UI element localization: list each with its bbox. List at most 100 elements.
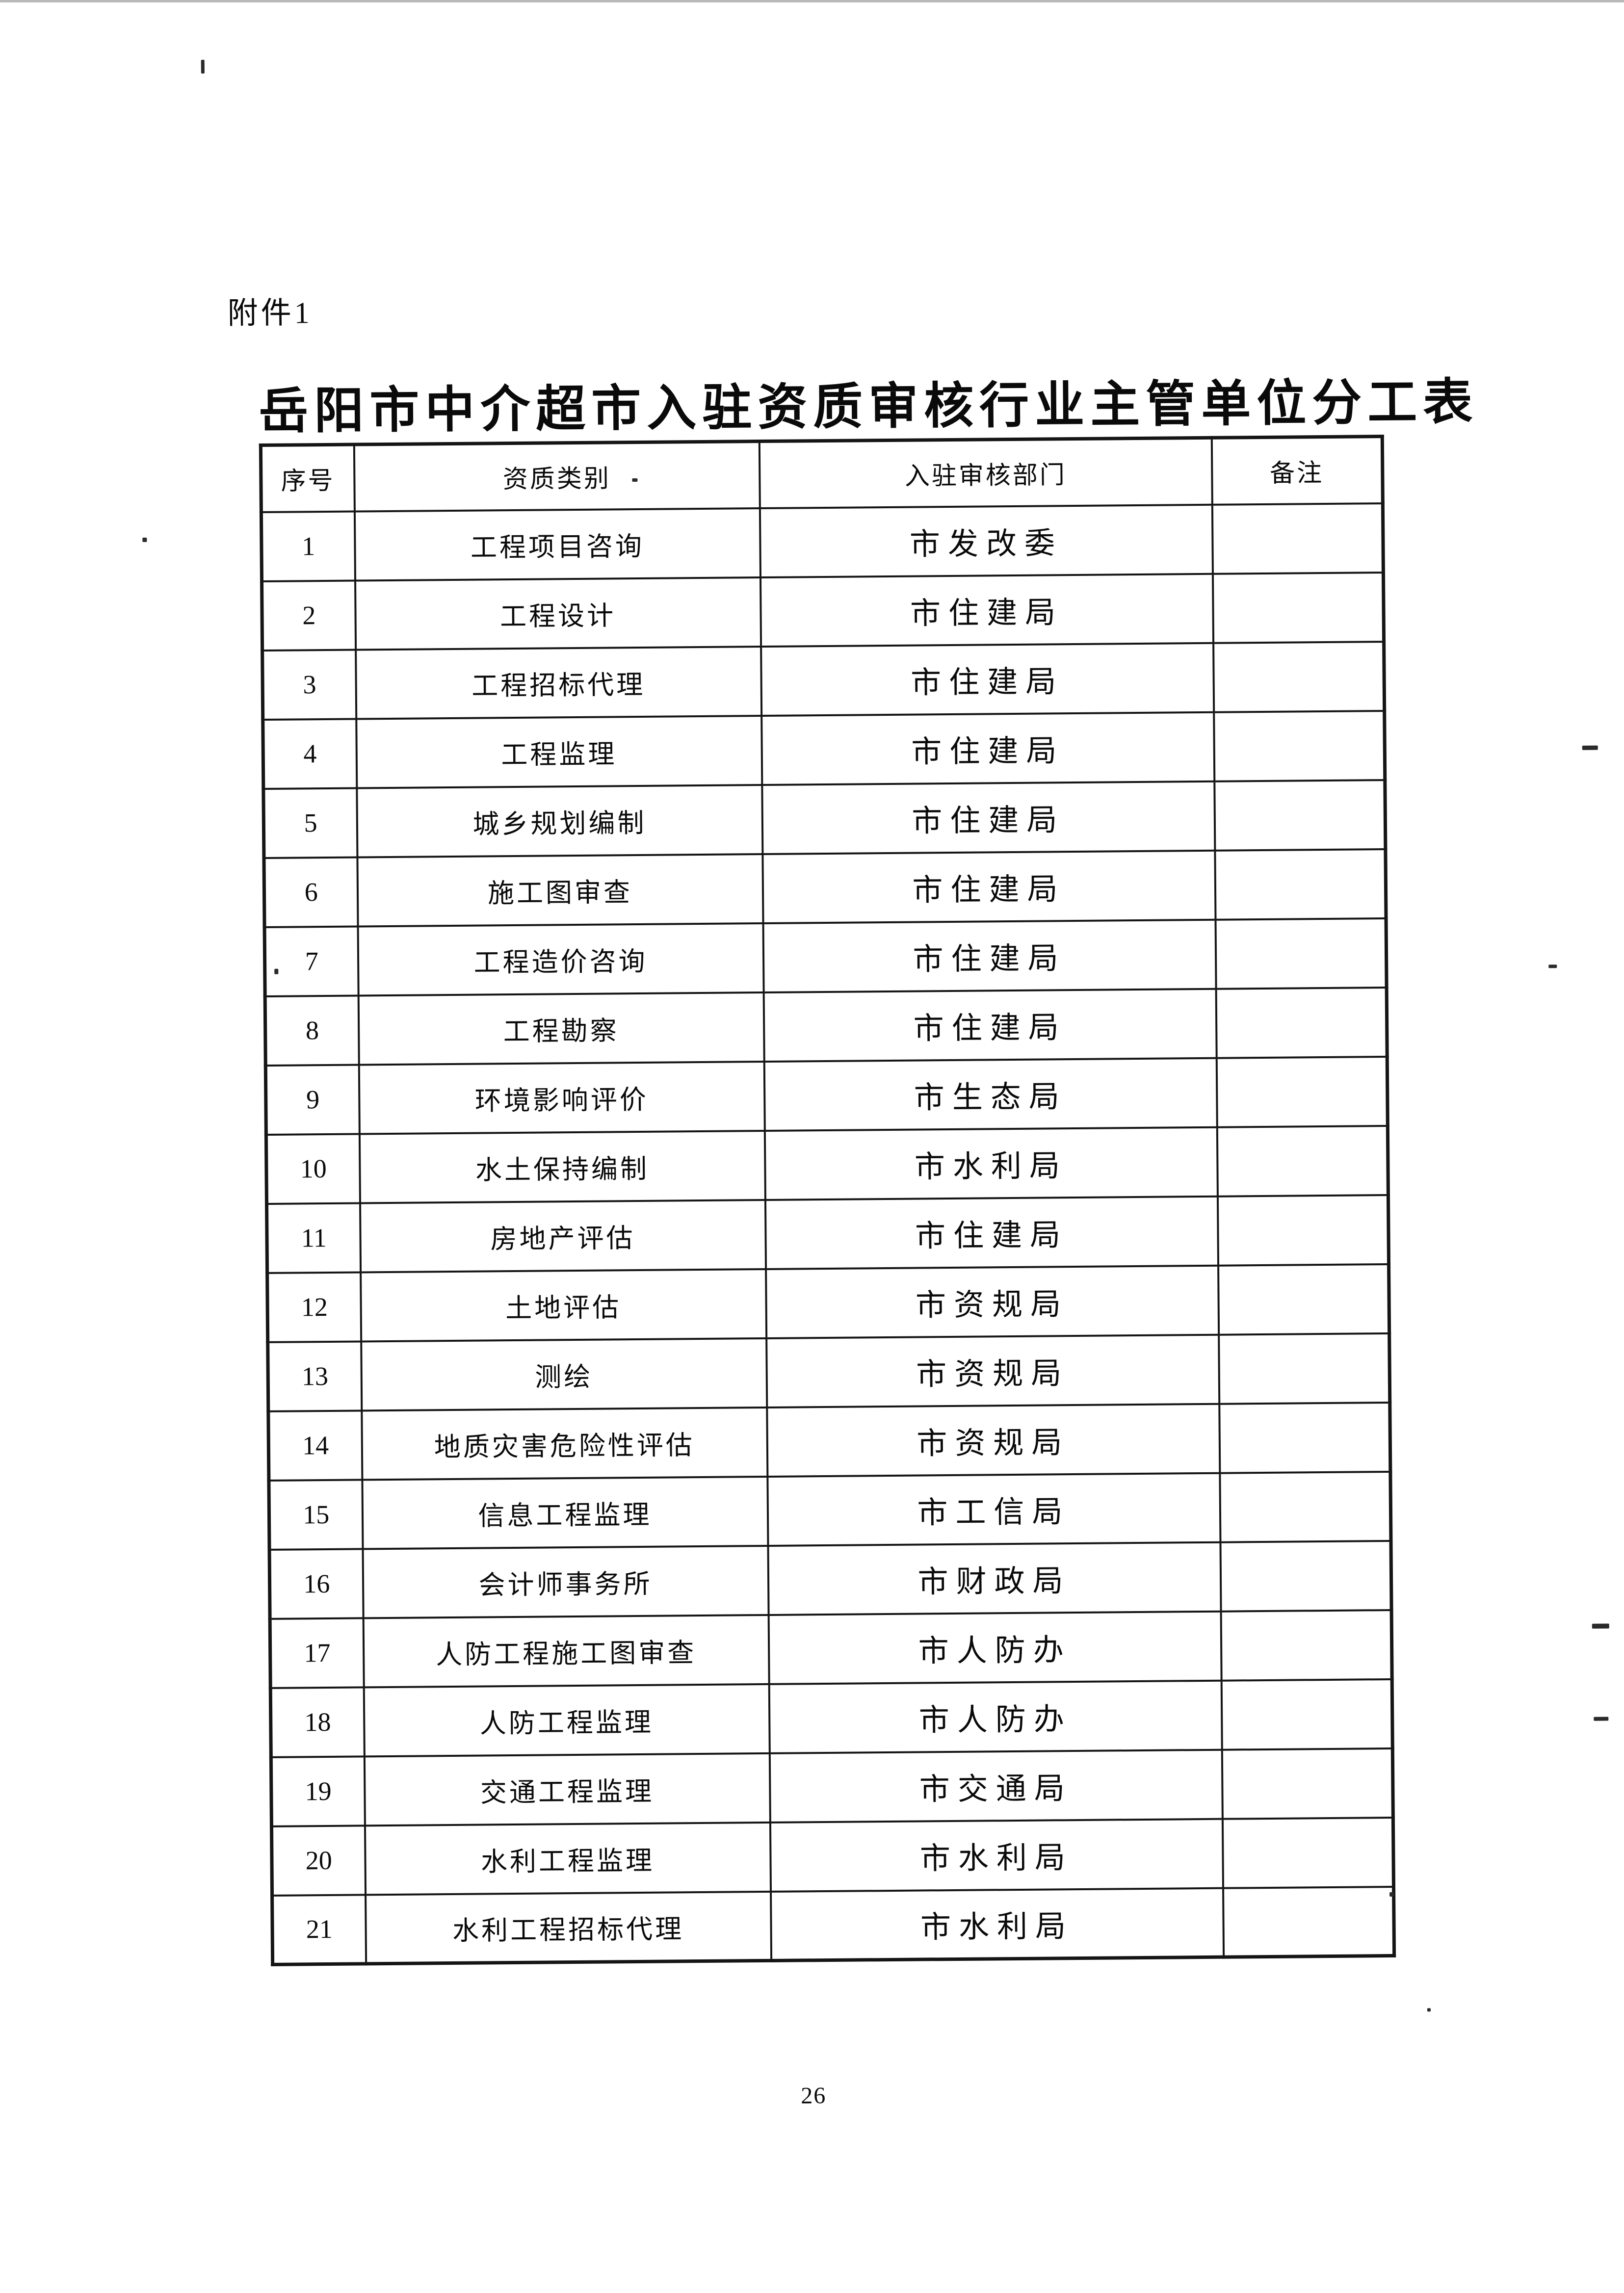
remark-cell bbox=[1216, 1056, 1388, 1127]
remark-cell bbox=[1219, 1402, 1390, 1473]
qualification-category-cell: 交通工程监理 bbox=[364, 1753, 770, 1825]
remark-cell bbox=[1217, 1125, 1388, 1197]
table-row: 21 水利工程招标代理 市水利局 bbox=[272, 1886, 1394, 1965]
remark-cell bbox=[1220, 1540, 1392, 1612]
sequence-number-cell: 16 bbox=[269, 1548, 364, 1619]
table-row: 16 会计师事务所 市财政局 bbox=[269, 1540, 1392, 1619]
scan-artifact bbox=[201, 59, 205, 74]
review-department-cell: 市住建局 bbox=[761, 781, 1215, 854]
page-number: 26 bbox=[801, 2083, 827, 2109]
review-department-cell: 市人防办 bbox=[769, 1680, 1222, 1753]
remark-cell bbox=[1215, 918, 1387, 989]
sequence-number-cell: 12 bbox=[267, 1272, 361, 1342]
table-row: 14 地质灾害危险性评估 市资规局 bbox=[268, 1402, 1390, 1481]
remark-cell bbox=[1218, 1333, 1390, 1404]
qualification-category-cell: 工程项目咨询 bbox=[354, 508, 760, 581]
review-department-cell: 市人防办 bbox=[768, 1611, 1222, 1684]
scan-artifact bbox=[142, 537, 147, 542]
remark-cell bbox=[1214, 780, 1386, 851]
table-row: 20 水利工程监理 市水利局 bbox=[271, 1817, 1394, 1896]
remark-cell bbox=[1221, 1610, 1392, 1681]
table-row: 18 人防工程监理 市人防办 bbox=[270, 1679, 1393, 1757]
sequence-number-cell: 14 bbox=[268, 1410, 362, 1481]
page-title: 岳阳市中介超市入驻资质审核行业主管单位分工表 bbox=[258, 374, 1479, 440]
qualification-category-cell: 房地产评估 bbox=[360, 1199, 766, 1272]
scan-artifact bbox=[1582, 745, 1598, 750]
qualification-category-cell: 工程设计 bbox=[355, 577, 761, 650]
scan-artifact bbox=[632, 478, 638, 482]
review-department-cell: 市住建局 bbox=[762, 850, 1216, 923]
sequence-number-cell: 4 bbox=[262, 719, 357, 789]
qualification-category-cell: 土地评估 bbox=[360, 1269, 766, 1341]
table-row: 6 施工图审查 市住建局 bbox=[263, 849, 1386, 927]
qualification-category-cell: 人防工程监理 bbox=[364, 1684, 770, 1756]
remark-cell bbox=[1222, 1748, 1393, 1819]
qualification-category-cell: 水利工程监理 bbox=[365, 1822, 771, 1895]
remark-cell bbox=[1214, 849, 1386, 920]
qualification-category-cell: 水利工程招标代理 bbox=[365, 1891, 771, 1964]
qualification-category-cell: 会计师事务所 bbox=[363, 1545, 769, 1618]
sequence-number-cell: 3 bbox=[262, 650, 356, 720]
review-department-cell: 市生态局 bbox=[764, 1058, 1217, 1131]
scan-artifact bbox=[274, 968, 279, 974]
qualification-category-cell: 城乡规划编制 bbox=[356, 784, 762, 857]
review-department-cell: 市财政局 bbox=[767, 1542, 1221, 1615]
sequence-number-cell: 9 bbox=[265, 1064, 360, 1135]
review-department-cell: 市资规局 bbox=[766, 1334, 1219, 1407]
column-header-remark: 备注 bbox=[1211, 436, 1383, 505]
qualification-category-cell: 信息工程监理 bbox=[362, 1476, 768, 1549]
table-row: 10 水土保持编制 市水利局 bbox=[266, 1125, 1388, 1204]
table-body: 1 工程项目咨询 市发改委 2 工程设计 市住建局 3 工程招标代理 市住建局 4 工程监理 市住建局… bbox=[261, 503, 1394, 1965]
review-department-cell: 市水利局 bbox=[764, 1127, 1218, 1200]
sequence-number-cell: 8 bbox=[265, 995, 359, 1066]
sequence-number-cell: 15 bbox=[268, 1479, 363, 1550]
scan-artifact bbox=[1592, 1623, 1609, 1629]
table-row: 9 环境影响评价 市生态局 bbox=[265, 1056, 1388, 1135]
sequence-number-cell: 20 bbox=[271, 1825, 366, 1896]
scan-artifact bbox=[1548, 964, 1557, 968]
remark-cell bbox=[1219, 1471, 1391, 1542]
column-header-seq: 序号 bbox=[261, 444, 355, 512]
qualification-category-cell: 水土保持编制 bbox=[359, 1130, 765, 1203]
remark-cell bbox=[1213, 641, 1385, 712]
qualification-category-cell: 工程造价咨询 bbox=[358, 923, 764, 995]
scan-artifact bbox=[1427, 2008, 1431, 2012]
qualification-category-cell: 工程招标代理 bbox=[355, 646, 761, 719]
remark-cell bbox=[1218, 1264, 1389, 1335]
table-row: 11 房地产评估 市住建局 bbox=[266, 1195, 1389, 1273]
sequence-number-cell: 11 bbox=[266, 1202, 361, 1273]
sequence-number-cell: 17 bbox=[270, 1617, 364, 1688]
table-row: 19 交通工程监理 市交通局 bbox=[271, 1748, 1393, 1826]
header-row: 序号 资质类别 入驻审核部门 备注 bbox=[261, 436, 1383, 512]
review-department-cell: 市水利局 bbox=[770, 1888, 1224, 1961]
sequence-number-cell: 13 bbox=[267, 1341, 362, 1411]
sequence-number-cell: 18 bbox=[270, 1687, 365, 1757]
review-department-cell: 市住建局 bbox=[761, 712, 1214, 785]
qualification-category-cell: 测绘 bbox=[361, 1338, 767, 1410]
sequence-number-cell: 19 bbox=[271, 1756, 365, 1826]
review-department-cell: 市住建局 bbox=[763, 989, 1217, 1062]
review-department-cell: 市资规局 bbox=[766, 1404, 1220, 1477]
remark-cell bbox=[1216, 987, 1388, 1058]
table-row: 17 人防工程施工图审查 市人防办 bbox=[270, 1610, 1392, 1688]
qualification-category-cell: 施工图审查 bbox=[357, 854, 763, 926]
table-row: 4 工程监理 市住建局 bbox=[262, 710, 1385, 789]
qualification-category-cell: 工程监理 bbox=[356, 715, 762, 788]
table-row: 5 城乡规划编制 市住建局 bbox=[263, 780, 1386, 858]
column-header-department: 入驻审核部门 bbox=[759, 438, 1212, 508]
table-header: 序号 资质类别 入驻审核部门 备注 bbox=[261, 436, 1383, 512]
scanner-edge-artifact bbox=[0, 0, 1624, 2]
table-row: 1 工程项目咨询 市发改委 bbox=[261, 503, 1384, 581]
table-row: 12 土地评估 市资规局 bbox=[267, 1264, 1389, 1342]
table-row: 8 工程勘察 市住建局 bbox=[265, 987, 1388, 1066]
column-header-category: 资质类别 bbox=[354, 441, 760, 512]
review-department-cell: 市住建局 bbox=[760, 573, 1213, 647]
remark-cell bbox=[1222, 1817, 1394, 1888]
remark-cell bbox=[1217, 1195, 1389, 1266]
review-department-cell: 市住建局 bbox=[763, 919, 1216, 992]
scan-artifact bbox=[1389, 1892, 1394, 1897]
qualification-category-cell: 环境影响评价 bbox=[359, 1061, 765, 1134]
qualification-review-table: 序号 资质类别 入驻审核部门 备注 1 工程项目咨询 市发改委 2 工程设计 市住建局 3 工… bbox=[259, 435, 1396, 1966]
sequence-number-cell: 1 bbox=[261, 511, 355, 581]
remark-cell bbox=[1212, 572, 1384, 643]
